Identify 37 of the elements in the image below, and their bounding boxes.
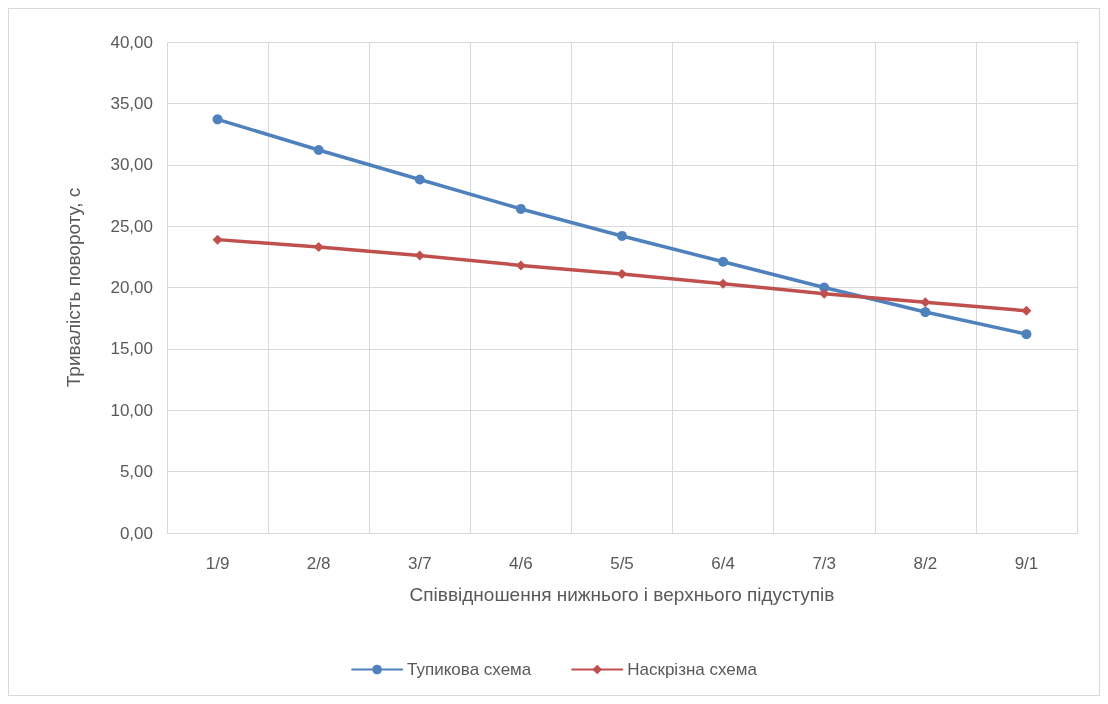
point [313,145,324,156]
x-axis-title: Співвідношення нижнього і верхнього підуступів [409,584,835,605]
point [718,278,729,289]
point [819,288,830,299]
point [515,203,526,214]
y-tick-label: 40,00 [110,32,153,52]
y-tick-label: 5,00 [119,462,153,482]
y-tick-label: 20,00 [110,278,153,297]
point [212,234,223,245]
point [212,114,223,125]
legend-label: Наскрізна схема [627,660,758,679]
x-tick-label: 3/7 [407,554,432,573]
y-tick-label: 30,00 [110,155,153,175]
y-tick-label: 10,00 [110,400,153,420]
point [920,307,931,318]
y-tick-label: 15,00 [110,339,153,359]
x-tick-label: 2/8 [306,554,331,573]
x-tick-label: 4/6 [509,554,533,573]
y-tick-label: 35,00 [110,93,153,113]
x-tick-label: 5/5 [610,554,634,573]
x-tick-label: 1/9 [205,554,230,573]
y-tick-label: 25,00 [110,216,153,236]
x-tick-label: 7/3 [812,554,837,573]
y-tick-label: 0,00 [119,523,153,543]
x-tick-label: 9/1 [1014,554,1039,573]
legend-label: Тупикова схема [407,660,532,679]
x-tick-label: 6/4 [711,554,735,573]
point [515,260,526,271]
point [1021,305,1032,316]
point [617,269,627,279]
x-tick-label: 8/2 [913,554,938,573]
point [617,230,627,241]
point [1021,329,1032,340]
point [718,256,729,267]
point [414,174,425,185]
point [313,241,324,252]
y-axis-title: Тривалість повороту, с [63,187,84,388]
